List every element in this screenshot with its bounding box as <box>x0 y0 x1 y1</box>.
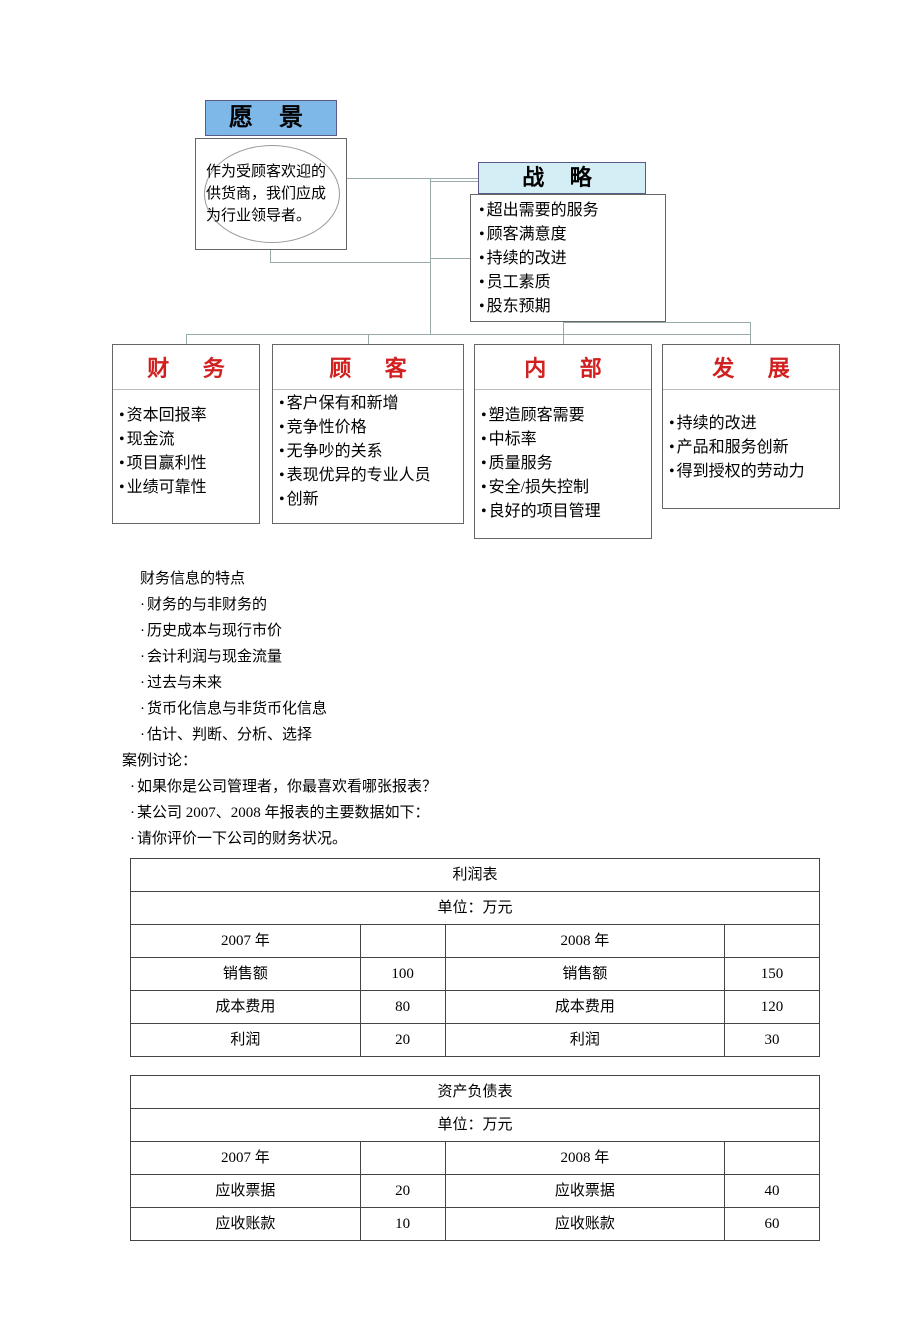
year-header: 2007 年 <box>131 1142 361 1175</box>
income-table: 利润表 单位：万元 2007 年 2008 年 销售额100 销售额150 成本… <box>130 858 820 1057</box>
list-item: 如果你是公司管理者，你最喜欢看哪张报表？ <box>130 774 800 800</box>
list-item: 超出需要的服务 <box>479 199 657 223</box>
table-unit: 单位：万元 <box>131 1109 820 1142</box>
list-item: 持续的改进 <box>479 247 657 271</box>
list-item: 顾客满意度 <box>479 223 657 247</box>
list-item: 中标率 <box>481 428 645 452</box>
strategy-list: 超出需要的服务 顾客满意度 持续的改进 员工素质 股东预期 <box>479 199 657 319</box>
vision-text: 作为受顾客欢迎的供货商，我们应成为行业领导者。 <box>202 149 340 227</box>
list-item: 项目赢利性 <box>119 452 253 476</box>
list-item: 资本回报率 <box>119 404 253 428</box>
table-row: 成本费用80 成本费用120 <box>131 991 820 1024</box>
perspective-development: 发 展 持续的改进 产品和服务创新 得到授权的劳动力 <box>662 344 840 509</box>
vision-title: 愿 景 <box>205 100 337 136</box>
perspective-title: 顾 客 <box>273 345 463 390</box>
list-item: 得到授权的劳动力 <box>669 460 833 484</box>
table-title: 资产负债表 <box>131 1076 820 1109</box>
list-item: 客户保有和新增 <box>279 392 457 416</box>
strategy-diagram: 愿 景 作为受顾客欢迎的供货商，我们应成为行业领导者。 战 略 超出需要的服务 … <box>0 0 920 560</box>
perspective-customer: 顾 客 客户保有和新增 竞争性价格 无争吵的关系 表现优异的专业人员 创新 <box>272 344 464 524</box>
balance-table: 资产负债表 单位：万元 2007 年 2008 年 应收票据20 应收票据40 … <box>130 1075 820 1241</box>
perspective-internal: 内 部 塑造顾客需要 中标率 质量服务 安全/损失控制 良好的项目管理 <box>474 344 652 539</box>
table-unit: 单位：万元 <box>131 892 820 925</box>
list-item: 塑造顾客需要 <box>481 404 645 428</box>
perspective-body: 塑造顾客需要 中标率 质量服务 安全/损失控制 良好的项目管理 <box>475 390 651 530</box>
perspective-body: 客户保有和新增 竞争性价格 无争吵的关系 表现优异的专业人员 创新 <box>273 390 463 518</box>
list-item: 产品和服务创新 <box>669 436 833 460</box>
table-row: 利润20 利润30 <box>131 1024 820 1057</box>
list-item: 良好的项目管理 <box>481 500 645 524</box>
list-item: 表现优异的专业人员 <box>279 464 457 488</box>
year-header: 2008 年 <box>445 925 725 958</box>
features-list: 财务的与非财务的 历史成本与现行市价 会计利润与现金流量 过去与未来 货币化信息… <box>140 592 800 748</box>
list-item: 创新 <box>279 488 457 512</box>
strategy-box: 超出需要的服务 顾客满意度 持续的改进 员工素质 股东预期 <box>470 194 666 322</box>
list-item: 估计、判断、分析、选择 <box>140 722 800 748</box>
perspective-body: 持续的改进 产品和服务创新 得到授权的劳动力 <box>663 390 839 490</box>
list-item: 现金流 <box>119 428 253 452</box>
list-item: 请你评价一下公司的财务状况。 <box>130 826 800 852</box>
table-row: 应收票据20 应收票据40 <box>131 1175 820 1208</box>
list-item: 历史成本与现行市价 <box>140 618 800 644</box>
list-item: 质量服务 <box>481 452 645 476</box>
list-item: 会计利润与现金流量 <box>140 644 800 670</box>
perspective-body: 资本回报率 现金流 项目赢利性 业绩可靠性 <box>113 390 259 506</box>
features-title: 财务信息的特点 <box>140 566 800 592</box>
list-item: 安全/损失控制 <box>481 476 645 500</box>
case-list: 如果你是公司管理者，你最喜欢看哪张报表？ 某公司 2007、2008 年报表的主… <box>130 774 800 852</box>
list-item: 竞争性价格 <box>279 416 457 440</box>
list-item: 某公司 2007、2008 年报表的主要数据如下： <box>130 800 800 826</box>
perspective-title: 内 部 <box>475 345 651 390</box>
list-item: 货币化信息与非货币化信息 <box>140 696 800 722</box>
perspective-title: 财 务 <box>113 345 259 390</box>
year-header: 2008 年 <box>445 1142 725 1175</box>
table-row: 销售额100 销售额150 <box>131 958 820 991</box>
list-item: 员工素质 <box>479 271 657 295</box>
list-item: 业绩可靠性 <box>119 476 253 500</box>
case-title: 案例讨论： <box>122 748 800 774</box>
year-header: 2007 年 <box>131 925 361 958</box>
perspective-finance: 财 务 资本回报率 现金流 项目赢利性 业绩可靠性 <box>112 344 260 524</box>
body-text: 财务信息的特点 财务的与非财务的 历史成本与现行市价 会计利润与现金流量 过去与… <box>0 566 920 1319</box>
vision-box: 作为受顾客欢迎的供货商，我们应成为行业领导者。 <box>195 138 347 250</box>
list-item: 持续的改进 <box>669 412 833 436</box>
table-title: 利润表 <box>131 859 820 892</box>
strategy-title: 战 略 <box>478 162 646 194</box>
perspective-title: 发 展 <box>663 345 839 390</box>
list-item: 股东预期 <box>479 295 657 319</box>
list-item: 财务的与非财务的 <box>140 592 800 618</box>
list-item: 无争吵的关系 <box>279 440 457 464</box>
table-row: 应收账款10 应收账款60 <box>131 1208 820 1241</box>
list-item: 过去与未来 <box>140 670 800 696</box>
